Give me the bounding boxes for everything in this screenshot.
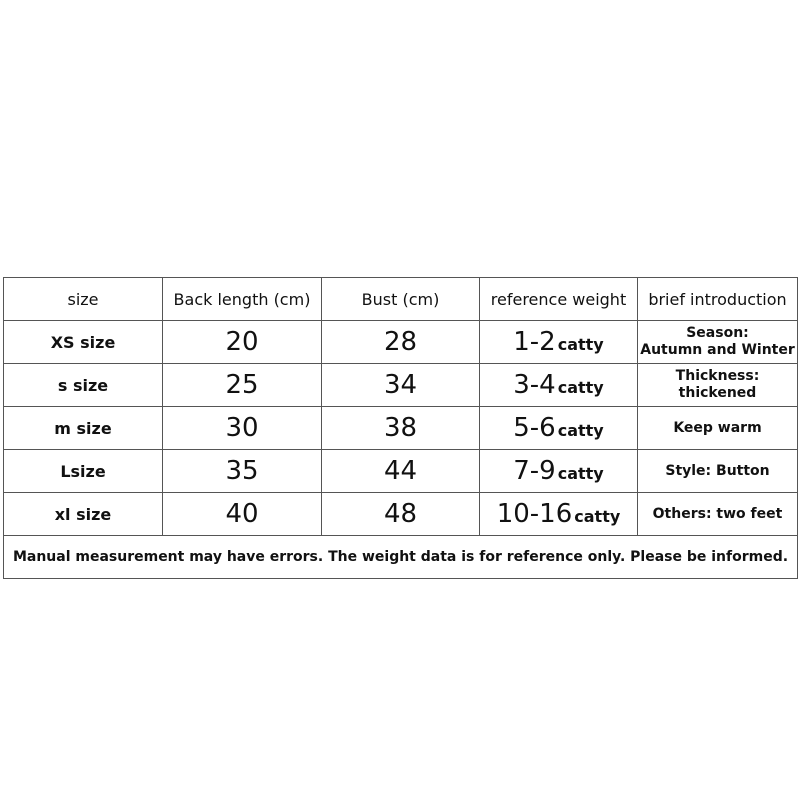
header-size: size [3, 277, 163, 321]
header-brief-introduction: brief introduction [637, 277, 798, 321]
table-row: m size 30 38 5-6 catty Keep warm [3, 406, 798, 450]
weight-range: 10-16 [496, 499, 573, 529]
intro-line: Autumn and Winter [640, 342, 795, 358]
weight-cell: 1-2 catty [479, 320, 638, 364]
intro-line: Season: [686, 325, 749, 341]
bust-cell: 44 [321, 449, 480, 493]
back-length-cell: 25 [162, 363, 322, 407]
size-chart-table: size Back length (cm) Bust (cm) referenc… [3, 277, 798, 579]
table-row: xl size 40 48 10-16 catty Others: two fee… [3, 492, 798, 536]
table-row: XS size 20 28 1-2 catty Season: Autumn and… [3, 320, 798, 364]
size-cell: s size [3, 363, 163, 407]
intro-cell: Keep warm [637, 406, 798, 450]
back-length-cell: 30 [162, 406, 322, 450]
intro-cell: Season: Autumn and Winter [637, 320, 798, 364]
header-row: size Back length (cm) Bust (cm) referenc… [3, 277, 798, 321]
note-row: Manual measurement may have errors. The … [3, 535, 798, 579]
header-reference-weight: reference weight [479, 277, 638, 321]
bust-cell: 28 [321, 320, 480, 364]
weight-unit: catty [557, 378, 604, 397]
weight-range: 5-6 [513, 413, 556, 443]
weight-cell: 10-16 catty [479, 492, 638, 536]
bust-cell: 38 [321, 406, 480, 450]
size-cell: xl size [3, 492, 163, 536]
weight-unit: catty [557, 464, 604, 483]
intro-cell: Others: two feet [637, 492, 798, 536]
table-row: s size 25 34 3-4 catty Thickness: thicken… [3, 363, 798, 407]
header-bust: Bust (cm) [321, 277, 480, 321]
weight-cell: 5-6 catty [479, 406, 638, 450]
weight-range: 1-2 [513, 327, 556, 357]
intro-cell: Thickness: thickened [637, 363, 798, 407]
size-cell: m size [3, 406, 163, 450]
weight-unit: catty [574, 507, 621, 526]
intro-cell: Style: Button [637, 449, 798, 493]
bust-cell: 34 [321, 363, 480, 407]
back-length-cell: 40 [162, 492, 322, 536]
weight-cell: 7-9 catty [479, 449, 638, 493]
weight-range: 3-4 [513, 370, 556, 400]
header-back-length: Back length (cm) [162, 277, 322, 321]
weight-unit: catty [557, 335, 604, 354]
size-cell: Lsize [3, 449, 163, 493]
back-length-cell: 35 [162, 449, 322, 493]
back-length-cell: 20 [162, 320, 322, 364]
disclaimer-note: Manual measurement may have errors. The … [3, 535, 798, 579]
table-row: Lsize 35 44 7-9 catty Style: Button [3, 449, 798, 493]
weight-unit: catty [557, 421, 604, 440]
bust-cell: 48 [321, 492, 480, 536]
weight-cell: 3-4 catty [479, 363, 638, 407]
size-cell: XS size [3, 320, 163, 364]
weight-range: 7-9 [513, 456, 556, 486]
